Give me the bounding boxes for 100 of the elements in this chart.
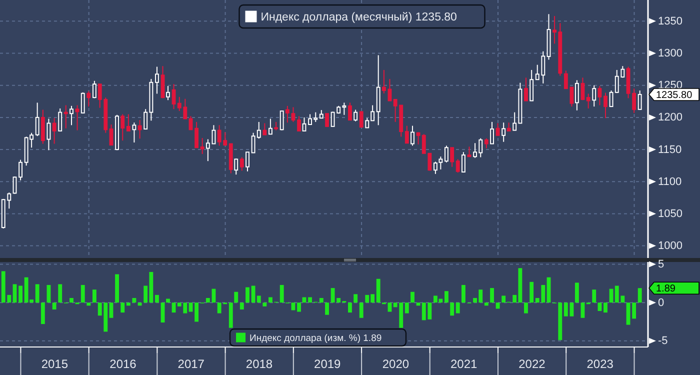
bar (376, 278, 380, 303)
candlestick (586, 93, 590, 109)
x-tick-label: 2020 (382, 357, 410, 371)
candlestick (382, 69, 386, 94)
candlestick (580, 77, 585, 101)
bar (18, 286, 22, 303)
candlestick (155, 66, 159, 94)
bar (92, 290, 96, 303)
bar (188, 302, 193, 312)
bar (86, 302, 91, 306)
candlestick (291, 106, 296, 122)
bar (461, 284, 466, 303)
candlestick (404, 125, 409, 144)
candlestick (632, 88, 636, 114)
candlestick (302, 116, 306, 132)
bar (262, 302, 267, 306)
candlestick (109, 124, 114, 146)
x-tick-label: 2021 (450, 357, 478, 371)
candlestick (126, 114, 130, 132)
candlestick (86, 90, 91, 108)
bar (155, 294, 159, 303)
candlestick (484, 138, 488, 149)
bar (40, 302, 45, 324)
candlestick (456, 158, 460, 174)
y-tick-label: 0 (658, 296, 664, 309)
candlestick (490, 121, 494, 144)
candlestick (388, 78, 392, 102)
bar (46, 284, 51, 303)
candlestick (524, 77, 528, 102)
bar (450, 302, 454, 316)
candlestick (52, 118, 56, 144)
candlestick (12, 176, 17, 194)
x-tick-label: 2016 (110, 357, 137, 371)
bar (70, 298, 74, 303)
candlestick (80, 92, 85, 114)
candlestick (172, 84, 176, 110)
x-tick-label: 2023 (586, 357, 614, 371)
legend-label: Индекс доллара (месячный) 1235.80 (260, 12, 457, 24)
y-tick-label: 1250 (658, 80, 682, 92)
y-tick-label: 1150 (658, 144, 682, 156)
text: 1.89 (656, 284, 676, 295)
candlestick (359, 111, 364, 128)
bar (632, 302, 636, 319)
candlestick (354, 109, 358, 122)
bar (115, 274, 119, 303)
candlestick (285, 105, 290, 124)
candlestick (75, 104, 80, 131)
candlestick (40, 109, 45, 144)
y-tick-label: -5 (658, 335, 668, 348)
x-tick-label: 2017 (178, 357, 205, 371)
bar (228, 302, 233, 328)
candlestick (598, 86, 602, 106)
candlestick (18, 159, 22, 181)
candlestick (58, 108, 62, 132)
bar (638, 288, 642, 303)
bar (359, 302, 364, 318)
candlestick (325, 113, 329, 128)
candlestick (234, 158, 238, 176)
bar (592, 290, 596, 303)
candlestick (92, 80, 96, 99)
bar (12, 284, 17, 303)
bar (354, 294, 358, 303)
y-tick-label: 1000 (658, 240, 682, 252)
candlestick (138, 120, 142, 140)
bar (496, 302, 500, 309)
bar (35, 284, 40, 303)
candlestick (280, 110, 284, 131)
x-tick-label: 2018 (246, 357, 273, 371)
text: 1235.80 (656, 90, 693, 101)
bar (524, 302, 528, 314)
candlestick (70, 105, 74, 126)
bar (530, 282, 534, 303)
candlestick (246, 152, 250, 172)
bar (280, 284, 284, 303)
candlestick (450, 147, 454, 168)
y-tick-label: 1350 (658, 15, 682, 28)
bar (302, 297, 306, 303)
bar (240, 302, 244, 310)
candlestick (262, 122, 267, 136)
candlestick (194, 121, 199, 148)
bar (194, 302, 199, 322)
bar (120, 302, 125, 313)
y-tick-label: 1100 (658, 176, 682, 188)
bar (444, 291, 448, 303)
candlestick (604, 92, 608, 119)
bar (126, 302, 130, 306)
y-tick-label: 1200 (658, 112, 682, 124)
bar (574, 282, 579, 303)
x-tick-label: 2022 (518, 357, 546, 371)
y-tick-label: 1300 (658, 48, 682, 60)
bar (604, 302, 608, 313)
bar (626, 302, 630, 325)
candlestick (467, 146, 472, 158)
candlestick (188, 116, 193, 130)
candlestick (64, 104, 68, 129)
y-tick-label: 5 (658, 258, 664, 271)
bar (138, 302, 142, 306)
x-tick-label: 2015 (41, 357, 68, 371)
candlestick (160, 66, 165, 99)
candlestick (240, 156, 244, 172)
